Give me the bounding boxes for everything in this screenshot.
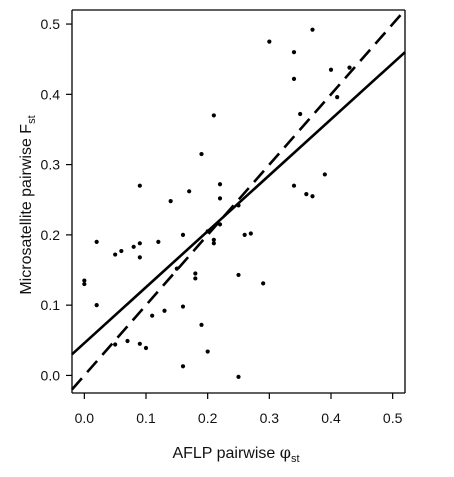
data-point bbox=[211, 237, 216, 242]
x-axis-ticks: 0.0 0.1 0.2 0.3 0.4 0.5 bbox=[75, 393, 403, 426]
data-point bbox=[137, 255, 142, 260]
data-point bbox=[217, 182, 223, 187]
y-tick-label: 0.0 bbox=[41, 367, 61, 383]
data-point bbox=[137, 241, 142, 246]
dashed-line bbox=[71, 9, 406, 391]
y-axis-title: Microsatellite pairwise Fst bbox=[18, 115, 38, 294]
x-tick-label: 0.3 bbox=[260, 410, 280, 426]
y-tick-label: 0.3 bbox=[41, 157, 61, 173]
data-point bbox=[180, 304, 186, 309]
data-point bbox=[143, 345, 149, 351]
data-point bbox=[328, 67, 334, 72]
data-point bbox=[199, 151, 204, 157]
data-point bbox=[322, 172, 327, 177]
data-point bbox=[236, 374, 241, 379]
data-point bbox=[174, 266, 179, 271]
data-point bbox=[217, 222, 223, 227]
data-point bbox=[347, 65, 352, 70]
data-point bbox=[82, 278, 87, 283]
data-point bbox=[291, 183, 297, 188]
data-point bbox=[211, 113, 216, 118]
data-point bbox=[199, 322, 204, 327]
y-tick-label: 0.2 bbox=[41, 227, 61, 243]
data-point bbox=[193, 271, 198, 276]
y-axis-ticks: 0.0 0.1 0.2 0.3 0.4 0.5 bbox=[41, 16, 72, 383]
data-point bbox=[193, 276, 198, 281]
data-point bbox=[119, 248, 124, 254]
data-point bbox=[310, 27, 315, 32]
data-point bbox=[242, 232, 247, 237]
data-point bbox=[291, 50, 297, 55]
data-point bbox=[180, 364, 186, 369]
data-point bbox=[94, 303, 99, 308]
y-tick-label: 0.1 bbox=[41, 297, 61, 313]
data-point bbox=[261, 281, 266, 286]
data-point bbox=[217, 196, 223, 201]
x-axis-title: AFLP pairwise φst bbox=[172, 443, 299, 465]
data-point bbox=[205, 229, 210, 234]
data-point bbox=[113, 342, 118, 347]
data-point bbox=[150, 313, 155, 318]
data-point bbox=[248, 231, 253, 236]
data-point bbox=[94, 239, 99, 245]
data-point bbox=[168, 199, 173, 204]
data-point bbox=[113, 252, 118, 257]
y-tick-label: 0.5 bbox=[41, 16, 61, 32]
data-point bbox=[335, 95, 340, 100]
data-point bbox=[156, 239, 161, 245]
fit-lines bbox=[71, 9, 406, 391]
x-tick-label: 0.0 bbox=[75, 410, 95, 426]
data-point bbox=[298, 111, 303, 117]
data-point bbox=[131, 244, 136, 249]
x-tick-label: 0.4 bbox=[321, 410, 341, 426]
data-point bbox=[205, 349, 210, 354]
data-point bbox=[137, 341, 142, 346]
data-point bbox=[162, 308, 167, 313]
data-point bbox=[310, 194, 315, 199]
data-point bbox=[236, 272, 241, 278]
x-tick-label: 0.2 bbox=[198, 410, 218, 426]
data-point bbox=[211, 241, 216, 246]
data-point bbox=[267, 39, 272, 44]
data-point bbox=[291, 76, 297, 81]
data-point bbox=[187, 189, 192, 194]
data-point bbox=[125, 338, 130, 344]
solid-regression-line bbox=[71, 51, 406, 356]
data-point bbox=[137, 183, 142, 188]
plot-frame bbox=[71, 9, 406, 394]
data-point bbox=[180, 232, 186, 237]
data-point bbox=[82, 281, 87, 287]
y-tick-label: 0.4 bbox=[41, 86, 61, 102]
data-point bbox=[236, 203, 241, 208]
x-tick-label: 0.1 bbox=[136, 410, 156, 426]
data-point bbox=[304, 192, 309, 197]
x-tick-label: 0.5 bbox=[383, 410, 403, 426]
data-points bbox=[82, 27, 352, 379]
